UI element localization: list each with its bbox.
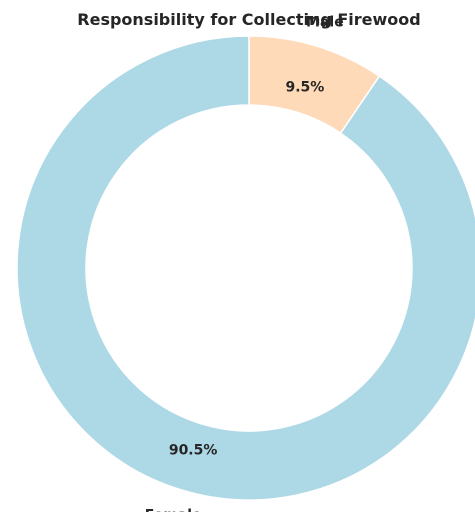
slice-label-male: Male (306, 14, 344, 30)
slice-female (16, 35, 475, 501)
slices-group (16, 35, 475, 501)
pct-label-female: 90.5% (169, 443, 218, 459)
pct-label-male: 9.5% (285, 79, 324, 95)
slice-label-female: Female (145, 508, 202, 512)
labels-group: Male 9.5% Female 90.5% (145, 14, 344, 512)
chart-title: Responsibility for Collecting Firewood (77, 10, 420, 29)
